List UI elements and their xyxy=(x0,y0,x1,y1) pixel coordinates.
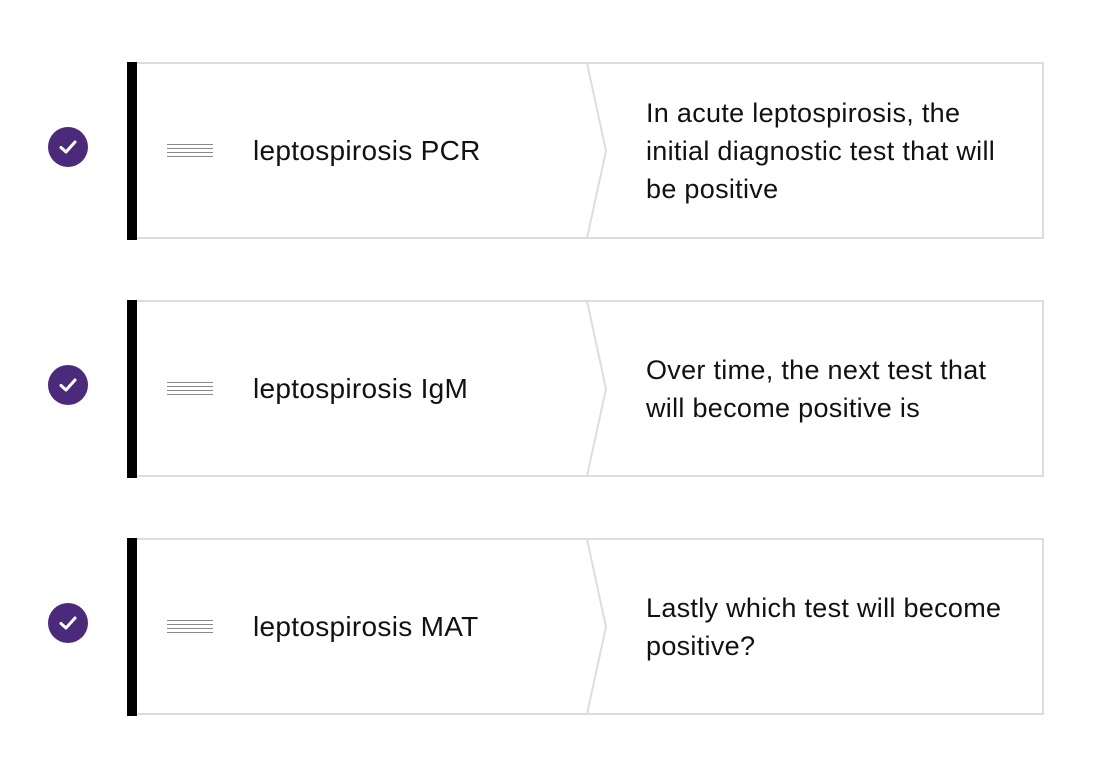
prompt-text: Over time, the next test that will becom… xyxy=(646,355,987,423)
drag-handle-icon[interactable] xyxy=(167,619,213,635)
answer-label: leptospirosis MAT xyxy=(253,611,479,642)
correct-status-badge xyxy=(48,127,88,167)
match-row: leptospirosis IgM Over time, the next te… xyxy=(0,300,1102,478)
match-card xyxy=(127,300,1044,478)
answer-accent-bar xyxy=(127,538,137,716)
check-icon xyxy=(59,378,77,392)
prompt-text: Lastly which test will become positive? xyxy=(646,593,1002,661)
match-row: leptospirosis PCR In acute leptospirosis… xyxy=(0,62,1102,240)
answer-accent-bar xyxy=(127,62,137,240)
check-icon xyxy=(59,616,77,630)
answer-label: leptospirosis IgM xyxy=(253,373,469,404)
correct-status-badge xyxy=(48,603,88,643)
prompt-text: In acute leptospirosis, the initial diag… xyxy=(646,98,996,204)
answer-label: leptospirosis PCR xyxy=(253,135,481,166)
drag-handle-icon[interactable] xyxy=(167,381,213,397)
match-card xyxy=(127,62,1044,240)
check-icon xyxy=(59,140,77,154)
match-row: leptospirosis MAT Lastly which test will… xyxy=(0,538,1102,716)
match-card xyxy=(127,538,1044,716)
answer-accent-bar xyxy=(127,300,137,478)
drag-handle-icon[interactable] xyxy=(167,143,213,159)
correct-status-badge xyxy=(48,365,88,405)
